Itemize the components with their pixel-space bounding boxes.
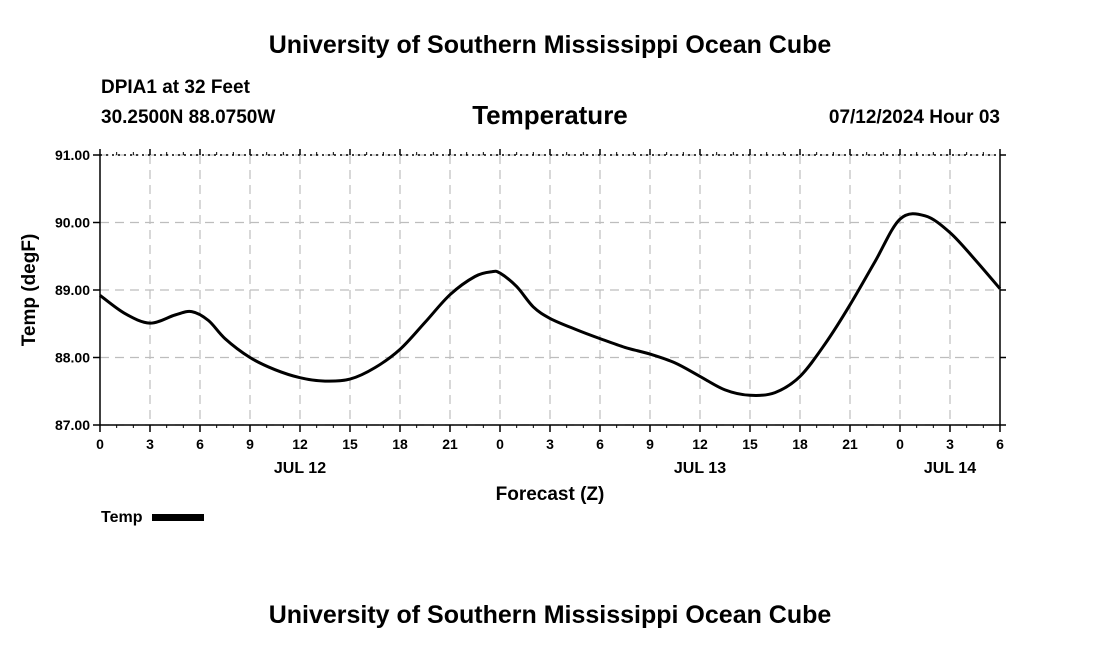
- x-tick-label: 12: [292, 436, 308, 452]
- datetime-label: 07/12/2024 Hour 03: [828, 107, 1000, 128]
- x-tick-label: 3: [946, 436, 954, 452]
- coordinates-label: 30.2500N 88.0750W: [101, 107, 276, 128]
- x-tick-label: 6: [996, 436, 1004, 452]
- date-label: JUL 13: [674, 460, 726, 477]
- x-tick-label: 6: [196, 436, 204, 452]
- y-axis-label: Temp (degF): [19, 234, 40, 347]
- x-tick-label: 21: [842, 436, 858, 452]
- series-line-temp: [99, 212, 1002, 398]
- x-tick-label: 15: [742, 436, 758, 452]
- x-tick-label: 3: [146, 436, 154, 452]
- ticks: 87.00 88.00 89.00 90.00 91.00 0 3 6 9 12 15 18 21 0 3 6…: [55, 147, 1006, 477]
- x-tick-label: 0: [96, 436, 104, 452]
- legend-item-label: Temp: [101, 509, 143, 526]
- y-tick-label: 91.00: [55, 147, 90, 163]
- x-tick-label: 18: [792, 436, 808, 452]
- series: [99, 212, 1002, 398]
- y-tick-label: 87.00: [55, 417, 90, 433]
- x-tick-label: 0: [896, 436, 904, 452]
- chart-title: Temperature: [472, 100, 628, 130]
- y-tick-label: 90.00: [55, 215, 90, 231]
- y-tick-label: 88.00: [55, 350, 90, 366]
- x-axis-label: Forecast (Z): [496, 484, 605, 505]
- legend-line-swatch: [152, 514, 205, 522]
- x-tick-label: 0: [496, 436, 504, 452]
- x-tick-label: 3: [546, 436, 554, 452]
- x-tick-label: 6: [596, 436, 604, 452]
- footer-organization-title: University of Southern Mississippi Ocean…: [268, 601, 832, 629]
- station-label: DPIA1 at 32 Feet: [101, 77, 250, 98]
- organization-title: University of Southern Mississippi Ocean…: [268, 31, 832, 59]
- x-tick-label: 12: [692, 436, 708, 452]
- grid: [100, 154, 1000, 426]
- x-tick-label: 21: [442, 436, 458, 452]
- legend: Temp: [101, 509, 205, 527]
- x-tick-label: 15: [342, 436, 358, 452]
- x-tick-label: 9: [646, 436, 654, 452]
- date-label: JUL 12: [274, 460, 326, 477]
- date-label: JUL 14: [924, 460, 976, 477]
- x-tick-label: 9: [246, 436, 254, 452]
- x-tick-label: 18: [392, 436, 408, 452]
- y-tick-label: 89.00: [55, 282, 90, 298]
